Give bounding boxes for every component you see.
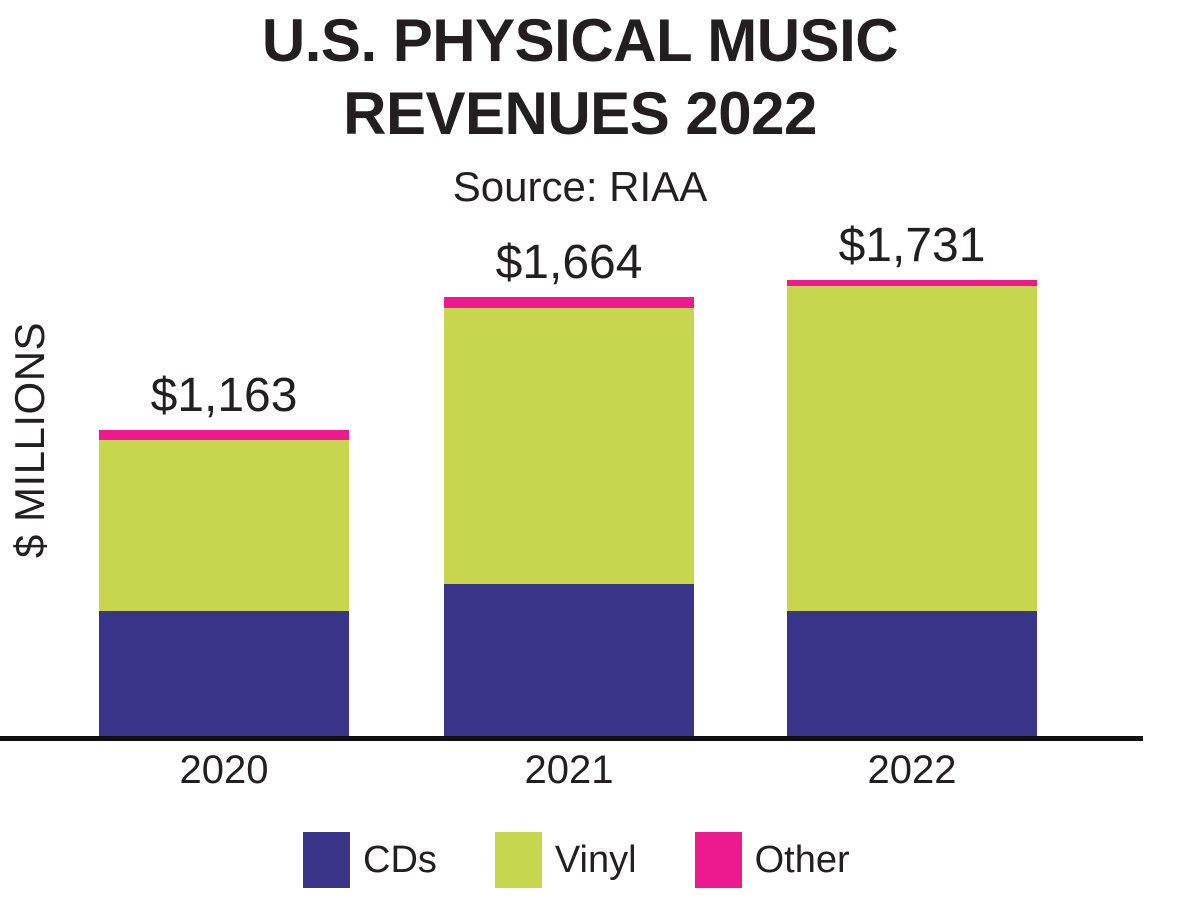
x-axis-line xyxy=(0,736,1143,741)
bar-2022-segment-other xyxy=(787,280,1037,286)
source-subtitle: Source: RIAA xyxy=(452,163,708,210)
bar-group-2022: $1,731 xyxy=(787,220,1037,739)
bar-group-2020: $1,163 xyxy=(99,370,349,739)
bar-stack-2021 xyxy=(444,297,694,739)
legend: CDs Vinyl Other xyxy=(303,832,850,888)
legend-swatch-other xyxy=(694,832,742,888)
x-tick-2021: 2021 xyxy=(524,748,614,792)
legend-item-vinyl: Vinyl xyxy=(494,832,637,888)
legend-item-other: Other xyxy=(694,832,850,888)
legend-swatch-vinyl xyxy=(494,832,542,888)
bar-2022-segment-cds xyxy=(787,611,1037,739)
bar-stack-2022 xyxy=(787,280,1037,739)
bar-total-label-2022: $1,731 xyxy=(838,219,986,272)
chart-header: U.S. PHYSICAL MUSIC REVENUES 2022 Source… xyxy=(0,4,1160,210)
x-tick-2022: 2022 xyxy=(867,748,957,792)
bar-total-label-2020: $1,163 xyxy=(150,369,298,422)
legend-label-vinyl: Vinyl xyxy=(554,839,637,881)
legend-label-other: Other xyxy=(754,839,850,881)
bar-total-label-2021: $1,664 xyxy=(495,236,643,289)
bar-2021-segment-vinyl xyxy=(444,308,694,584)
bar-2021-segment-other xyxy=(444,297,694,308)
legend-item-cds: CDs xyxy=(303,832,437,888)
legend-swatch-cds xyxy=(303,832,350,888)
bar-2020-segment-other xyxy=(99,430,349,440)
title-line2: REVENUES 2022 xyxy=(343,80,817,147)
bar-2020-segment-vinyl xyxy=(99,440,349,611)
bar-group-2021: $1,664 xyxy=(444,237,694,739)
legend-label-cds: CDs xyxy=(363,839,437,881)
bar-2021-segment-cds xyxy=(444,584,694,739)
x-tick-2020: 2020 xyxy=(179,748,269,792)
title-line1: U.S. PHYSICAL MUSIC xyxy=(261,7,899,74)
bar-stack-2020 xyxy=(99,430,349,739)
bar-2020-segment-cds xyxy=(99,611,349,739)
bar-2022-segment-vinyl xyxy=(787,286,1037,611)
y-axis-label: $ MILLIONS xyxy=(6,321,53,559)
